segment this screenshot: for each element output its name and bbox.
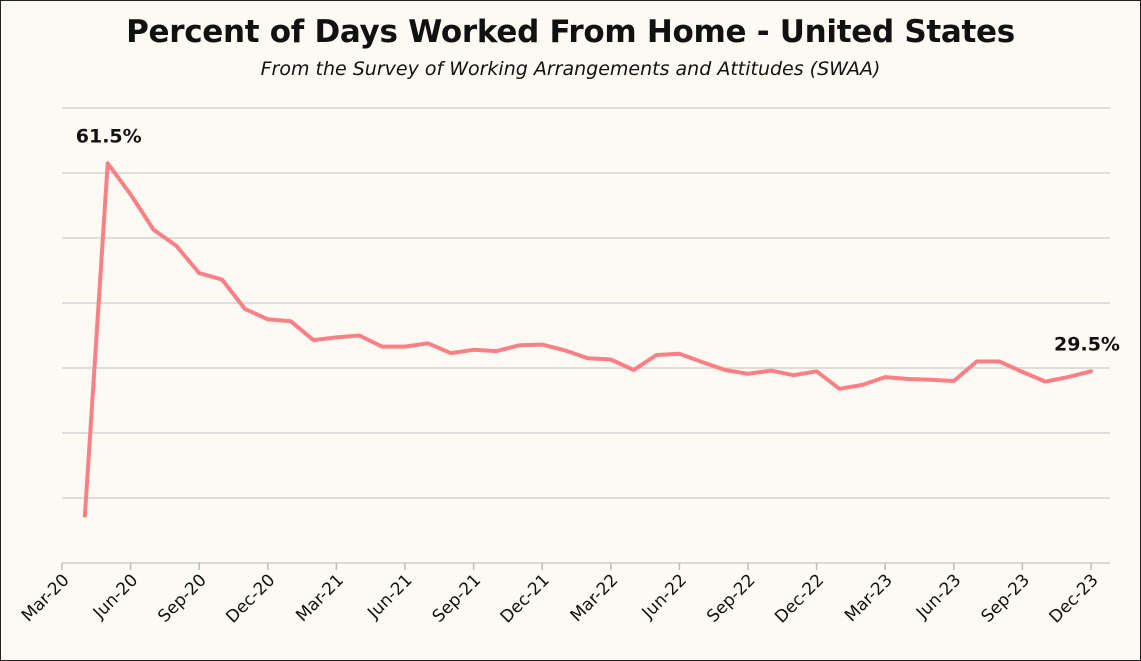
x-tick-label: Sep-22 bbox=[703, 570, 759, 626]
x-tick-label: Sep-20 bbox=[154, 570, 210, 626]
x-axis-labels: Mar-20 Jun-20 Sep-20 Dec-20 Mar-21 Jun-21 Sep-… bbox=[18, 570, 1103, 627]
data-label: 29.5% bbox=[1054, 333, 1120, 355]
data-label: 61.5% bbox=[76, 125, 142, 147]
gridlines bbox=[62, 107, 1110, 499]
x-tick-label: Mar-20 bbox=[18, 570, 74, 626]
x-tick-label: Sep-21 bbox=[429, 570, 485, 626]
series-line bbox=[82, 161, 1093, 518]
x-tick-label: Jun-22 bbox=[638, 570, 691, 623]
x-tick-label: Mar-23 bbox=[841, 570, 897, 626]
chart-subtitle: From the Survey of Working Arrangements … bbox=[260, 58, 881, 80]
data-labels: 61.5% 29.5% bbox=[76, 125, 1120, 355]
x-tick-label: Dec-20 bbox=[222, 570, 279, 627]
x-tick-label: Sep-23 bbox=[977, 570, 1033, 626]
chart-title: Percent of Days Worked From Home - Unite… bbox=[126, 14, 1015, 50]
x-tick-label: Dec-21 bbox=[497, 570, 554, 627]
x-tick-label: Jun-23 bbox=[912, 570, 965, 623]
x-tick-label: Jun-20 bbox=[89, 570, 142, 623]
x-axis-ticks bbox=[61, 563, 1092, 570]
x-tick-label: Dec-22 bbox=[771, 570, 828, 627]
x-tick-label: Mar-22 bbox=[567, 570, 623, 626]
x-tick-label: Mar-21 bbox=[292, 570, 348, 626]
x-tick-label: Jun-21 bbox=[363, 570, 416, 623]
x-tick-label: Dec-23 bbox=[1045, 570, 1102, 627]
